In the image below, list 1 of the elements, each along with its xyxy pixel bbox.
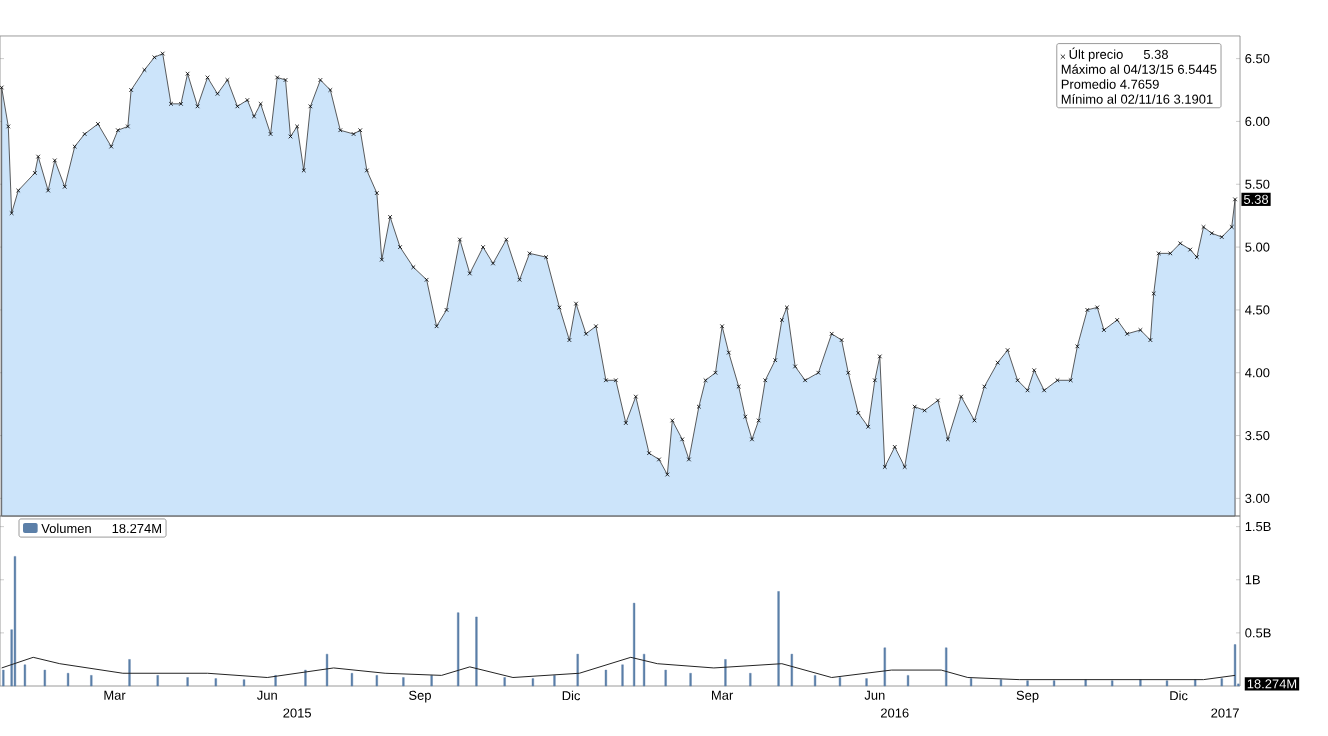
line-series — [1, 656, 1236, 681]
